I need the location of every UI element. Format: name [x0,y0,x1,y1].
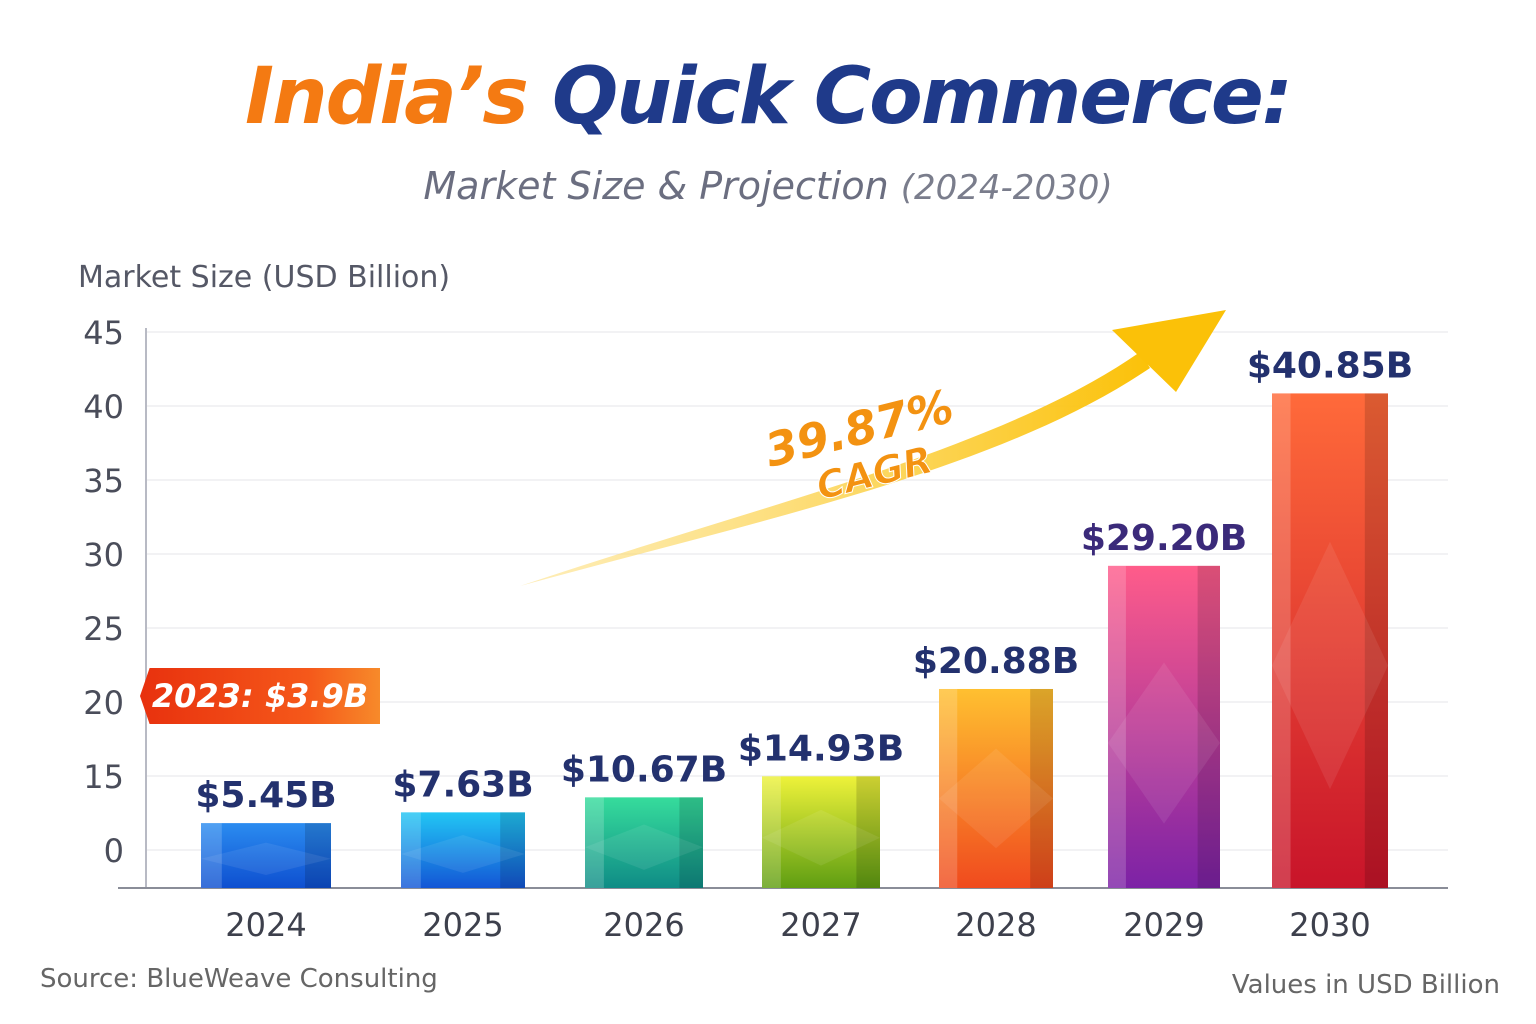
bar-value-label: $14.93B [738,728,904,769]
chart-gridlines [146,331,1448,851]
x-tick-label: 2026 [603,906,684,944]
y-tick-label: 20 [83,684,124,722]
y-tick-label: 30 [83,536,124,574]
bar-shade [1364,393,1388,888]
y-tick-label: 35 [83,462,124,500]
title-part-quick-commerce: Quick Commerce: [552,52,1293,142]
bar-2028 [939,688,1053,888]
bar-shade [679,797,703,888]
bar-facet [585,824,703,870]
bars: $5.45B $7.63B $10.67B $14.93B $20.88B $29.20B… [195,345,1413,888]
bar-2026 [585,797,703,888]
bar-value-label: $7.63B [392,764,533,805]
x-tick-label: 2028 [955,906,1036,944]
bar-highlight [939,688,958,888]
prior-year-badge: 2023: $3.9B [140,668,380,724]
y-axis-ticks: 0 15 20 25 30 35 40 45 [83,314,124,870]
bar-facet [762,809,880,866]
x-tick-label: 2025 [422,906,503,944]
bar-shade [856,776,880,888]
bar-shade [1197,565,1220,888]
bar-highlight [1272,393,1291,888]
bar-2029 [1108,565,1220,888]
bar-2030 [1272,393,1388,888]
bar-value-label: $20.88B [913,641,1079,682]
cagr-arrow [520,310,1226,586]
bar-highlight [201,823,222,888]
x-tick-label: 2024 [225,906,306,944]
bar-value-label: $29.20B [1081,518,1247,559]
chart-title: India’s Quick Commerce: [0,52,1536,142]
bar-facet [401,835,525,873]
bar-facet [1108,662,1220,824]
bar-highlight [1108,565,1126,888]
bar-highlight [585,797,604,888]
bar-facet [201,842,331,876]
x-tick-label: 2029 [1123,906,1204,944]
bar-2025 [401,812,525,888]
units-note: Values in USD Billion [1231,970,1500,1000]
subtitle-years: (2024-2030) [900,168,1113,208]
bar-2024 [201,823,331,888]
subtitle-text: Market Size & Projection [423,164,889,208]
y-tick-label: 0 [104,832,124,870]
title-part-india: India’s [245,52,529,142]
y-tick-label: 45 [83,314,124,352]
bar-value-label: $5.45B [195,775,336,816]
bar-shade [1030,688,1053,888]
y-axis-label: Market Size (USD Billion) [78,260,451,295]
chart-subtitle: Market Size & Projection (2024-2030) [0,164,1536,208]
y-tick-label: 40 [83,388,124,426]
source-note: Source: BlueWeave Consulting [40,964,438,994]
y-tick-label: 15 [83,758,124,796]
bar-facet [939,748,1053,849]
cagr-arrow-head [1112,310,1226,392]
bar-highlight [762,776,781,888]
y-tick-label: 25 [83,610,124,648]
bar-value-label: $10.67B [561,749,727,790]
x-tick-label: 2027 [780,906,861,944]
bar-facet [1272,541,1388,790]
bar-shade [305,823,331,888]
x-axis-labels: 2024 2025 2026 2027 2028 2029 2030 [225,906,1370,944]
bar-shade [500,812,525,888]
bar-highlight [401,812,421,888]
bar-2027 [762,776,880,888]
x-tick-label: 2030 [1289,906,1370,944]
bar-value-label: $40.85B [1247,345,1413,386]
